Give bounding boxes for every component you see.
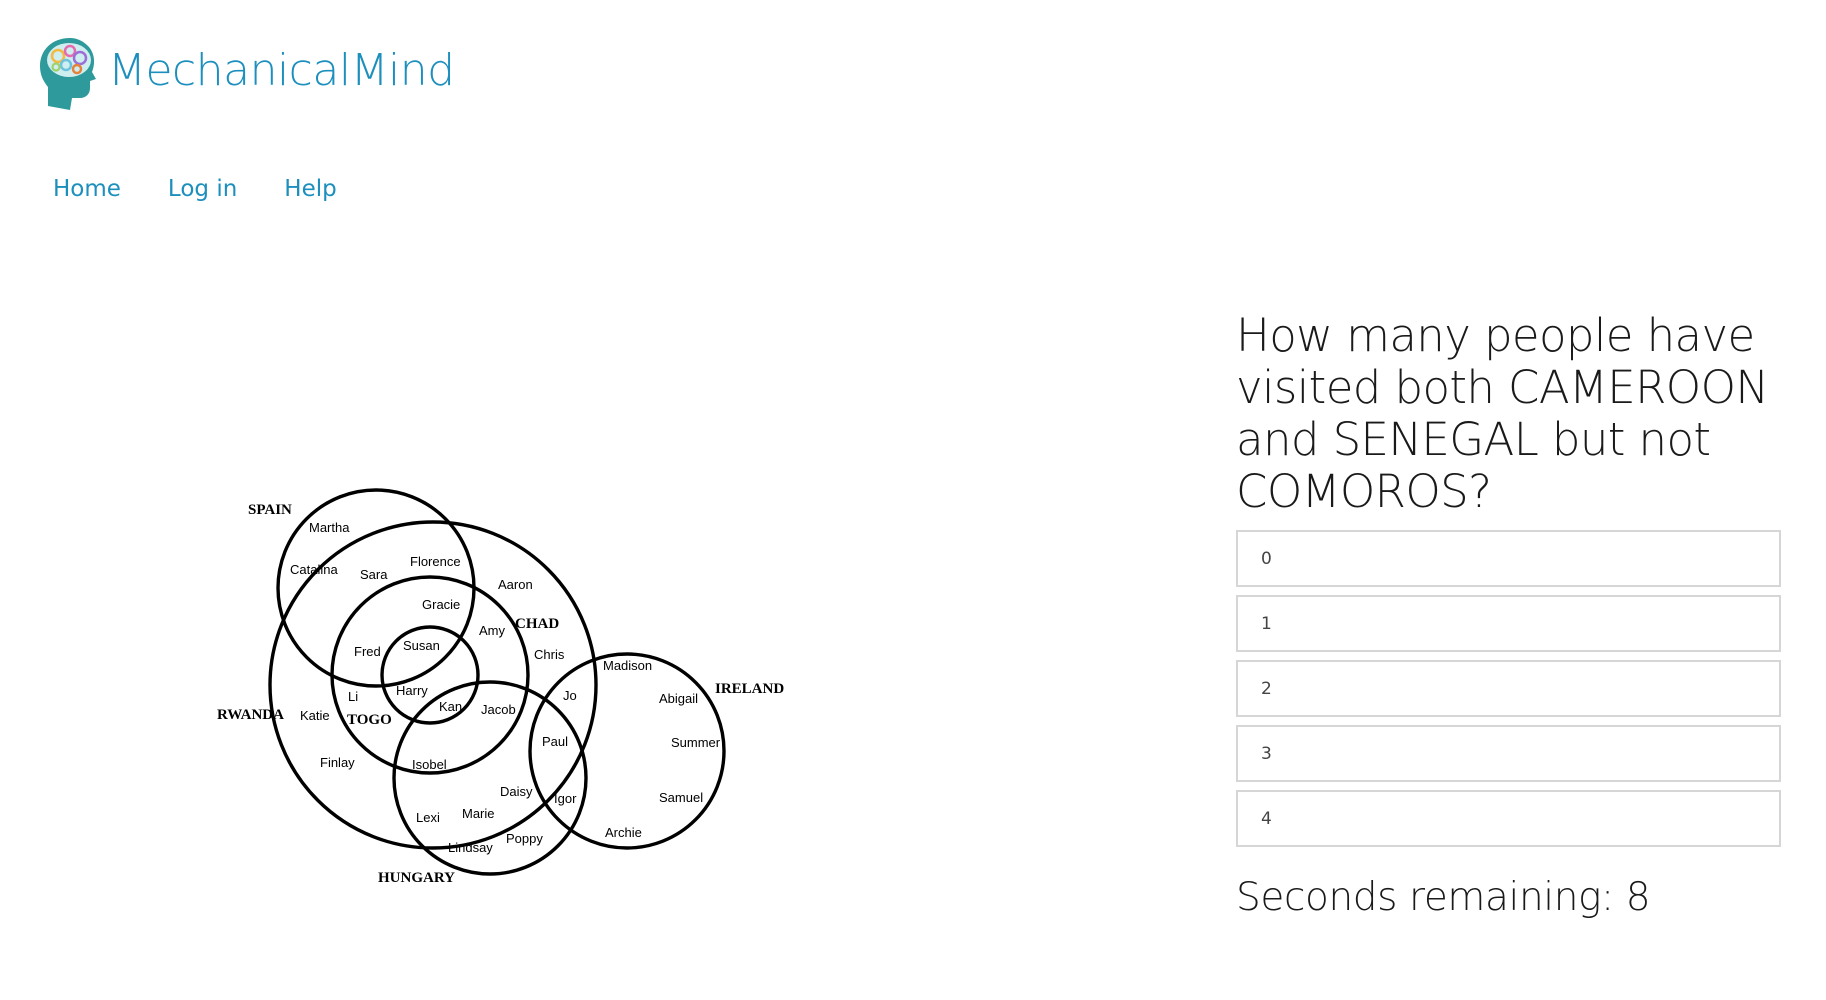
name-sara: Sara [360,567,388,582]
venn-diagram-svg: SPAIN CHAD RWANDA TOGO IRELAND HUNGARY M… [217,488,784,886]
name-madison: Madison [603,658,652,673]
seconds-remaining: Seconds remaining: 8 [1236,875,1651,920]
name-jo: Jo [563,688,577,703]
name-susan: Susan [403,638,440,653]
circle-rwanda [268,520,598,850]
name-catalina: Catalina [290,562,338,577]
name-gracie: Gracie [422,597,460,612]
venn-diagram: SPAIN CHAD RWANDA TOGO IRELAND HUNGARY M… [200,470,820,900]
name-poppy: Poppy [506,831,543,846]
name-li: Li [348,689,358,704]
name-daisy: Daisy [500,784,533,799]
circle-chad [330,575,530,775]
name-fred: Fred [354,644,381,659]
answer-option-1[interactable]: 1 [1236,595,1781,652]
nav-help-link[interactable]: Help [284,176,337,202]
set-label-rwanda: RWANDA [217,707,284,723]
name-archie: Archie [605,825,642,840]
name-igor: Igor [554,791,577,806]
name-marie: Marie [462,806,495,821]
question-panel: How many people have visited both CAMERO… [1236,310,1783,920]
answer-option-2[interactable]: 2 [1236,660,1781,717]
set-label-ireland: IRELAND [715,681,784,697]
name-jacob: Jacob [481,702,516,717]
question-text: How many people have visited both CAMERO… [1236,309,1769,518]
answer-option-0[interactable]: 0 [1236,530,1781,587]
name-paul: Paul [542,734,568,749]
name-martha: Martha [309,520,350,535]
name-samuel: Samuel [659,790,703,805]
main-nav: Home Log in Help [53,176,384,202]
answer-option-4[interactable]: 4 [1236,790,1781,847]
set-label-spain: SPAIN [248,502,292,518]
nav-home-link[interactable]: Home [53,176,121,202]
set-label-chad: CHAD [515,616,559,632]
name-lexi: Lexi [416,810,440,825]
name-summer: Summer [671,735,721,750]
set-label-hungary: HUNGARY [378,870,455,886]
set-label-togo: TOGO [347,712,392,728]
name-aaron: Aaron [498,577,533,592]
circle-hungary [392,680,588,876]
name-amy: Amy [479,623,506,638]
name-chris: Chris [534,647,565,662]
circle-togo [380,625,480,725]
name-isobel: Isobel [412,757,447,772]
name-finlay: Finlay [320,755,355,770]
nav-login-link[interactable]: Log in [167,176,238,202]
brand-name: MechanicalMind [108,45,455,96]
brand-link[interactable]: MechanicalMind [36,34,455,114]
answer-option-3[interactable]: 3 [1236,725,1781,782]
brain-gears-head-icon [40,38,96,110]
name-katie: Katie [300,708,330,723]
name-florence: Florence [410,554,461,569]
name-abigail: Abigail [659,691,698,706]
name-harry: Harry [396,683,428,698]
circle-ireland [528,652,726,850]
name-kan: Kan [439,699,462,714]
answer-list: 0 1 2 3 4 [1236,530,1783,847]
name-lindsay: Lindsay [448,840,493,855]
